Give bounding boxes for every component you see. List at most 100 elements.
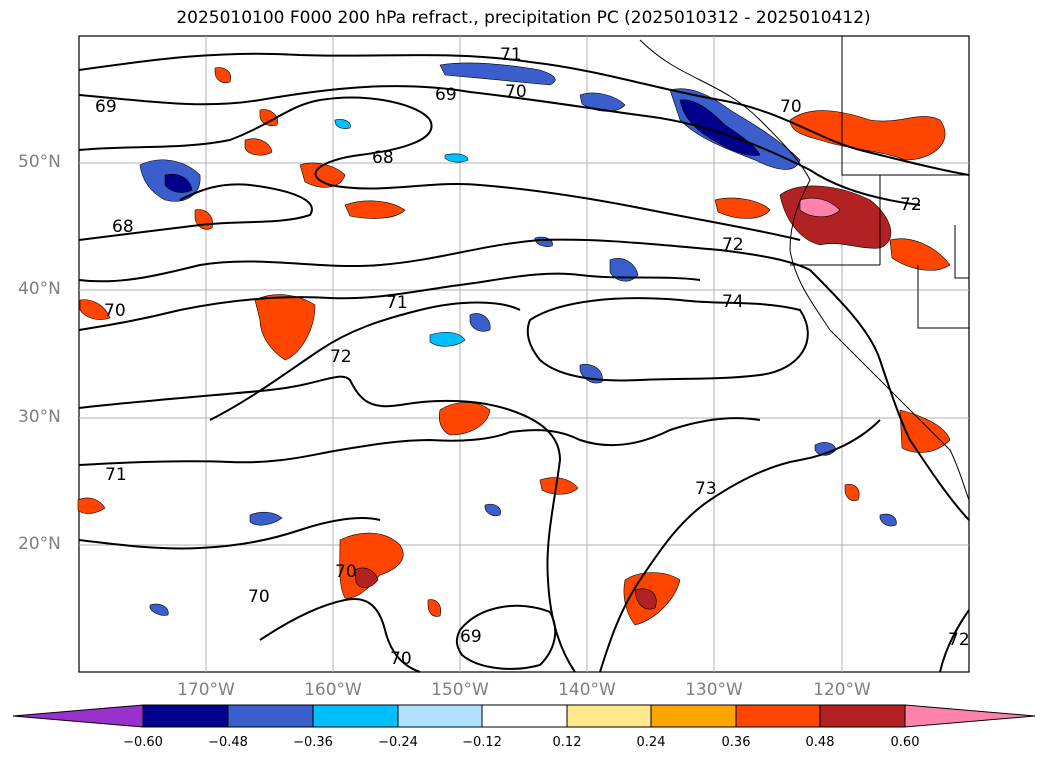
lat-label-20n: 20°N <box>18 534 61 554</box>
contour-line <box>526 297 809 382</box>
contour-label: 72 <box>948 630 970 650</box>
precip-area <box>899 409 951 453</box>
contour-line <box>78 85 921 206</box>
map-frame <box>78 35 970 673</box>
precip-area <box>339 532 404 599</box>
contour-line <box>78 375 576 673</box>
colorbar-segment <box>566 704 652 728</box>
contour-label: 74 <box>722 292 744 312</box>
colorbar-segment <box>481 704 568 728</box>
border <box>917 265 969 329</box>
colorbar-tick: 0.12 <box>552 735 582 750</box>
contour-label: 72 <box>330 347 352 367</box>
precip-area <box>299 162 346 188</box>
refractivity-contours <box>78 52 970 673</box>
contour-label: 72 <box>900 195 922 215</box>
contour-line <box>78 96 801 241</box>
colorbar-tick: −0.60 <box>123 735 163 750</box>
precip-area <box>334 119 351 129</box>
precip-area <box>889 238 951 271</box>
precip-area <box>214 67 231 84</box>
contour-line <box>809 269 970 521</box>
precip-area <box>244 138 273 156</box>
precip-area <box>469 313 491 332</box>
colorbar-segment <box>227 704 314 728</box>
precip-area <box>634 588 657 610</box>
precip-area <box>484 503 501 517</box>
contour-label: 71 <box>500 45 522 65</box>
colorbar-segment <box>397 704 483 728</box>
contour-label: 69 <box>435 85 457 105</box>
precip-area <box>427 599 441 617</box>
coastlines-borders <box>639 36 970 501</box>
contour-label: 70 <box>248 587 270 607</box>
contour-line <box>78 238 811 283</box>
lat-label-40n: 40°N <box>18 279 61 299</box>
colorbar-tick: −0.24 <box>378 735 418 750</box>
precip-area <box>149 603 169 616</box>
contour-label: 73 <box>695 479 717 499</box>
graticule <box>79 36 969 672</box>
precip-area <box>249 511 283 526</box>
coastline <box>639 39 970 501</box>
contour-line <box>259 598 421 673</box>
contour-label: 68 <box>372 148 394 168</box>
contour-label: 71 <box>386 293 408 313</box>
contour-label: 69 <box>95 97 117 117</box>
precip-area <box>789 110 946 161</box>
colorbar-tick: −0.12 <box>462 735 502 750</box>
contour-line <box>939 609 970 673</box>
precip-area <box>539 477 579 495</box>
colorbar-segment <box>819 704 906 728</box>
colorbar-tick: 0.24 <box>636 735 666 750</box>
contour-line <box>209 301 521 421</box>
colorbar-tick: −0.48 <box>208 735 248 750</box>
precip-area <box>254 294 316 361</box>
contour-label: 72 <box>722 235 744 255</box>
colorbar-segment <box>735 704 821 728</box>
contour-line <box>599 419 881 673</box>
colorbar-segment <box>312 704 399 728</box>
precip-area <box>77 497 106 514</box>
lon-label-130w: 130°W <box>685 680 743 700</box>
precip-area <box>879 513 897 527</box>
contour-label: 70 <box>780 97 802 117</box>
contour-label: 70 <box>390 649 412 669</box>
contour-line <box>78 183 313 241</box>
contour-line <box>78 417 761 466</box>
contour-label: 70 <box>104 301 126 321</box>
precip-area <box>439 62 556 86</box>
contour-label: 70 <box>505 82 527 102</box>
precip-area <box>259 109 278 127</box>
colorbar-tick: 0.60 <box>890 735 920 750</box>
precip-area <box>799 197 841 218</box>
lon-label-120w: 120°W <box>813 680 871 700</box>
contour-label: 69 <box>460 627 482 647</box>
lon-label-170w: 170°W <box>177 680 235 700</box>
contour-label: 70 <box>335 562 357 582</box>
colorbar <box>12 704 1036 728</box>
colorbar-under-arrow <box>12 704 144 728</box>
precip-positive-areas <box>77 67 951 626</box>
colorbar-tick: 0.48 <box>805 735 835 750</box>
lat-label-30n: 30°N <box>18 407 61 427</box>
precip-area <box>354 567 379 589</box>
map-title: 2025010100 F000 200 hPa refract., precip… <box>176 8 871 28</box>
precip-area <box>714 197 771 219</box>
lon-label-160w: 160°W <box>304 680 362 700</box>
precip-area <box>164 173 193 193</box>
border <box>841 36 969 176</box>
contour-label: 68 <box>112 217 134 237</box>
lon-label-150w: 150°W <box>431 680 489 700</box>
precip-area <box>844 484 860 501</box>
lon-label-140w: 140°W <box>558 680 616 700</box>
precip-area <box>344 200 406 219</box>
colorbar-tick: 0.36 <box>721 735 751 750</box>
contour-line <box>78 52 970 176</box>
lat-label-50n: 50°N <box>18 152 61 172</box>
contour-labels: 71 69 70 70 69 68 68 72 71 74 70 72 72 7… <box>95 45 970 669</box>
colorbar-tick: −0.36 <box>293 735 333 750</box>
contour-line <box>78 272 701 331</box>
precip-area <box>429 331 466 347</box>
contour-line <box>78 517 381 550</box>
